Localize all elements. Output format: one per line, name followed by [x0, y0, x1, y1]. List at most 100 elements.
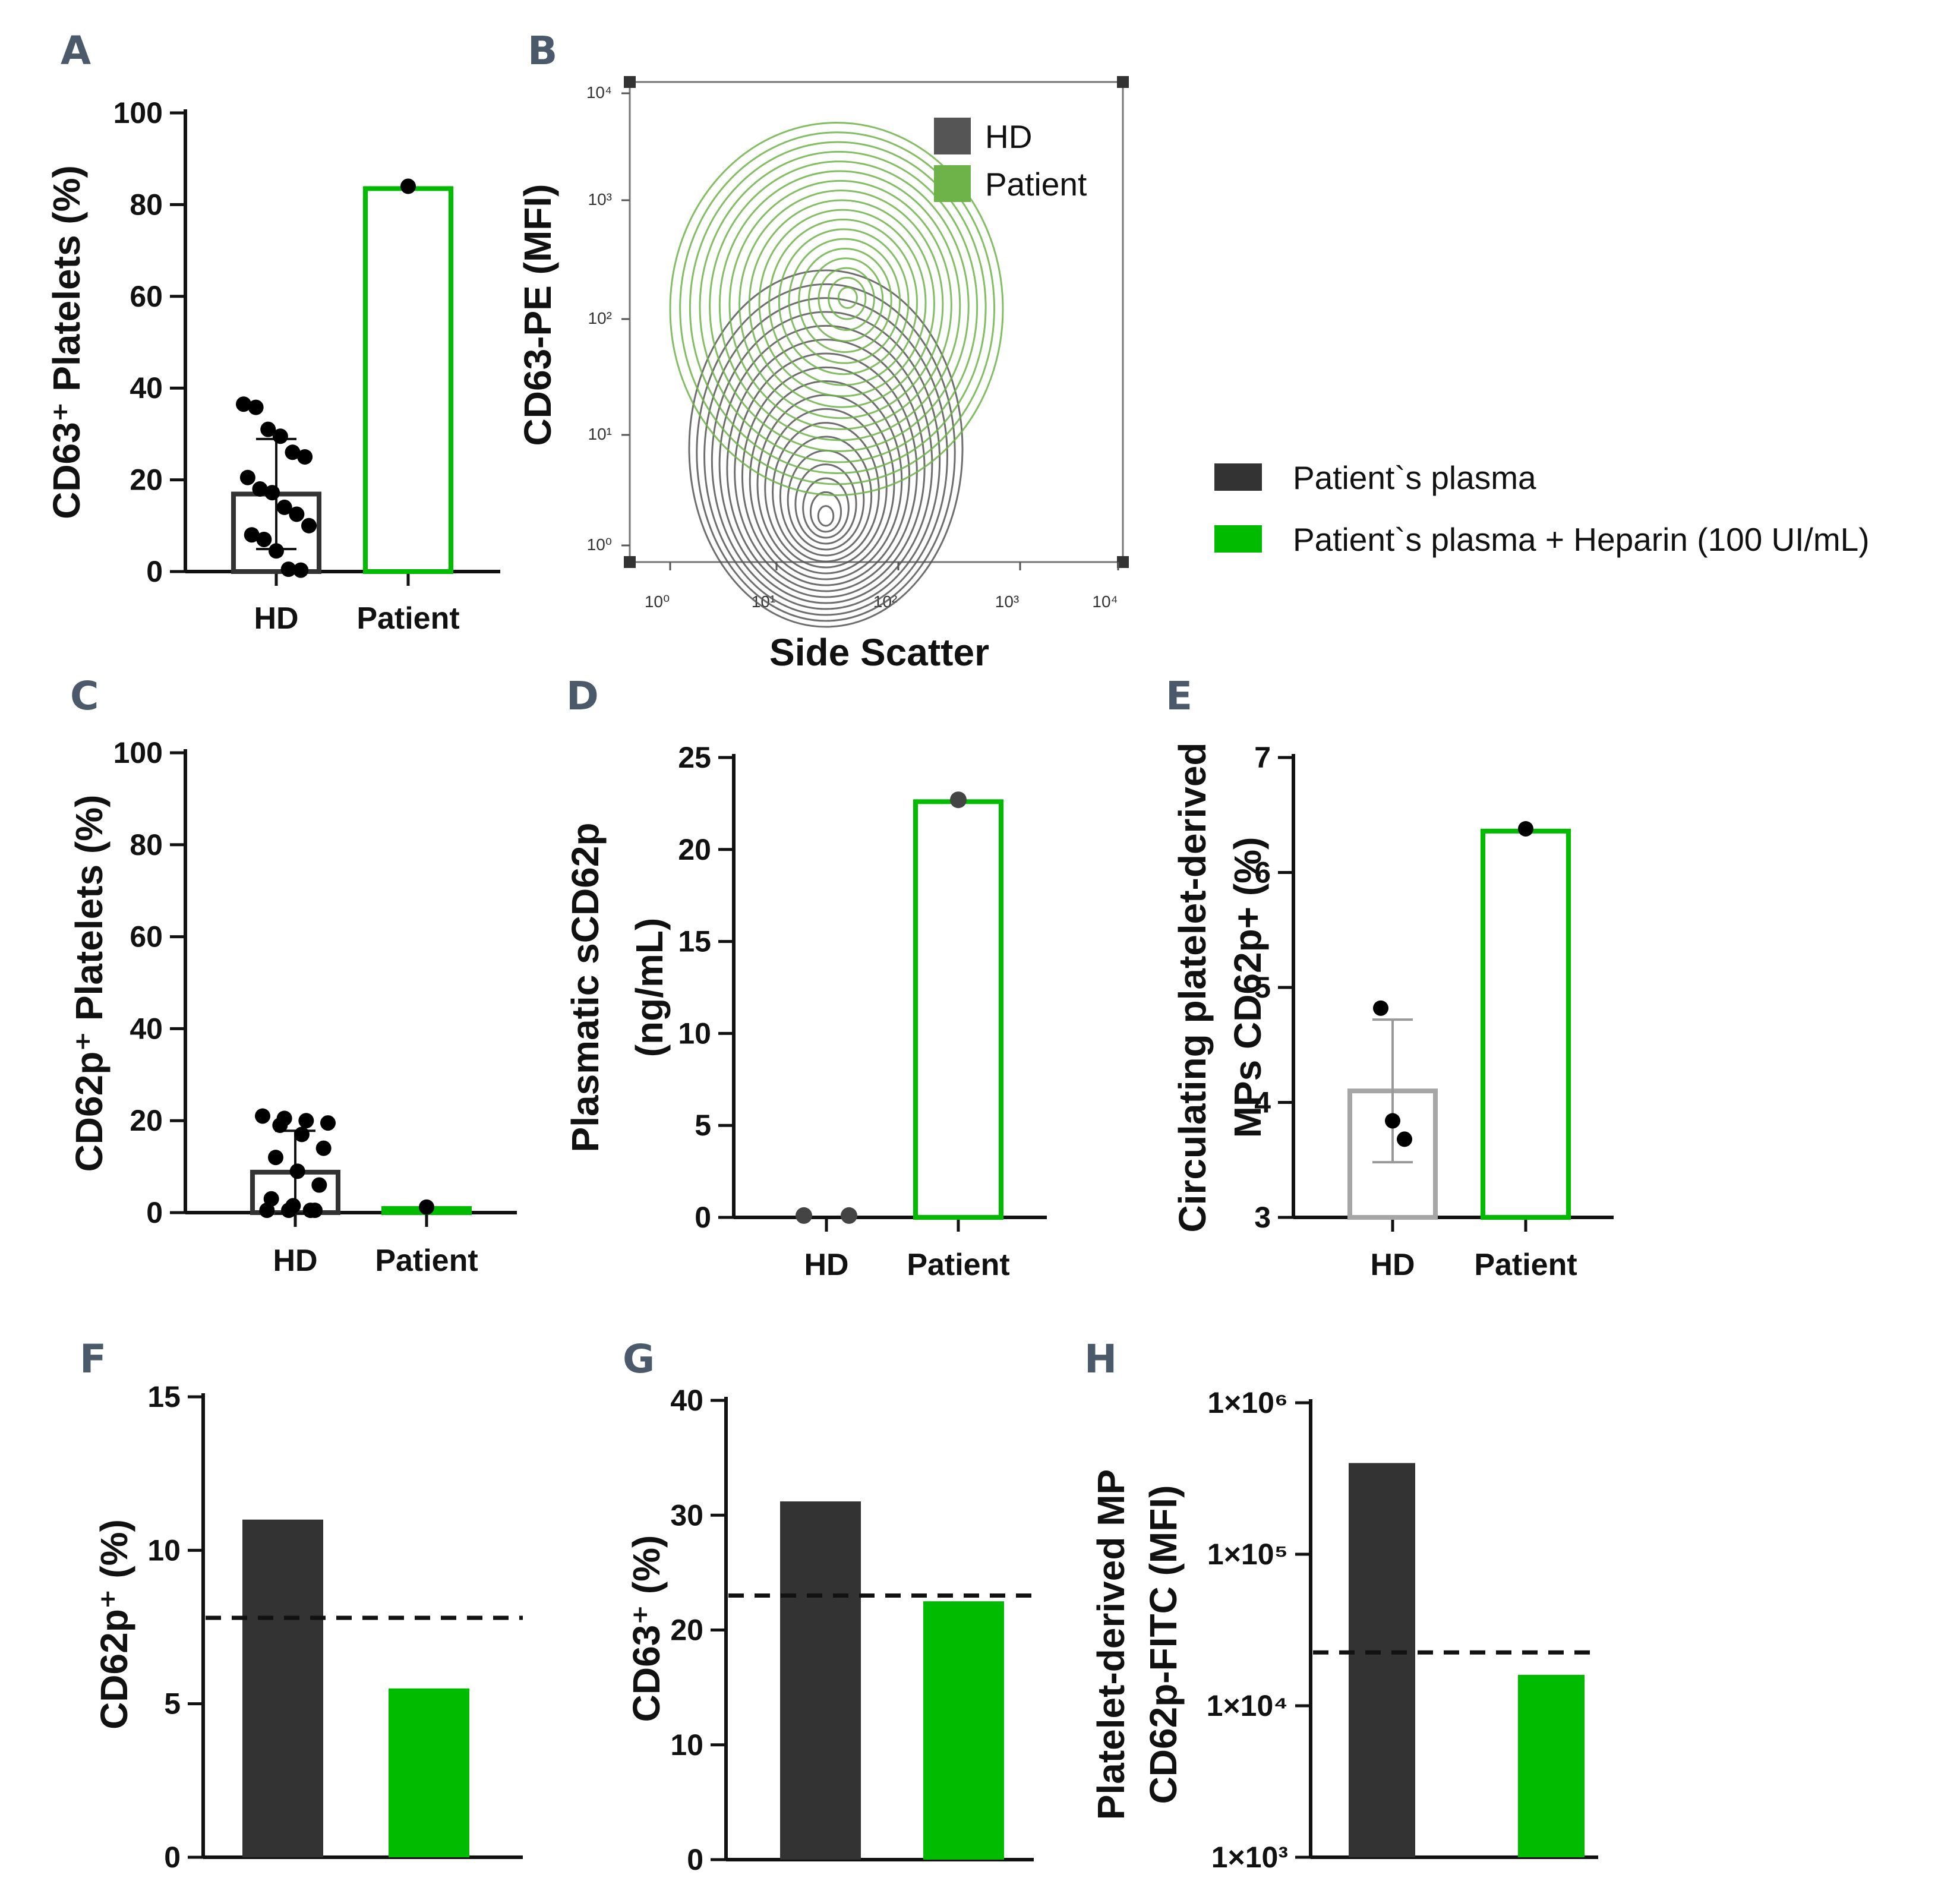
contour-patient — [689, 141, 987, 474]
y-tick-label-d: 15 — [678, 925, 711, 958]
data-point-a-hd — [239, 469, 255, 485]
y-tick-label-a: 100 — [113, 96, 163, 130]
y-tick-label-h: 1×10⁴ — [1207, 1689, 1288, 1722]
data-point-a-hd — [244, 527, 260, 543]
contour-patient — [807, 257, 884, 342]
data-point-c-hd — [298, 1113, 314, 1129]
panel-label-c: C — [70, 673, 99, 719]
contour-hd — [718, 324, 933, 604]
panel-label-h: H — [1084, 1336, 1117, 1382]
frame-corner-handle — [1117, 76, 1129, 88]
legend-label-plasma: Patient`s plasma — [1293, 459, 1536, 496]
contour-hd — [688, 269, 964, 628]
x-tick-label-c-patient: Patient — [375, 1244, 478, 1278]
y-axis-label-e-line2: MPs CD62p+ (%) — [1226, 837, 1269, 1138]
x-axis-label-b: Side Scatter — [769, 631, 989, 674]
contour-hd — [772, 422, 880, 563]
y-tick-label-d: 25 — [678, 741, 711, 774]
contour-patient — [738, 190, 944, 419]
y-tick-label-d: 5 — [695, 1109, 711, 1142]
data-point-a-hd — [236, 396, 251, 412]
data-point-c-hd — [255, 1108, 270, 1124]
y-tick-label-f: 5 — [164, 1687, 181, 1721]
y-tick-label-b: 10⁴ — [586, 83, 612, 102]
y-tick-label-a: 60 — [130, 280, 163, 313]
contour-patient — [768, 219, 919, 386]
bar-a-patient — [363, 186, 453, 574]
contour-patient — [818, 267, 875, 332]
legend-swatch-plasma — [1214, 463, 1262, 491]
y-axis-label-e-line1: Circulating platelet-derived — [1171, 742, 1214, 1232]
data-point-a-hd — [264, 485, 280, 501]
contour-patient — [778, 228, 910, 375]
y-tick-label-g: 20 — [670, 1614, 703, 1647]
y-tick-label-g: 10 — [670, 1728, 703, 1762]
x-tick-label-e-patient: Patient — [1474, 1248, 1577, 1282]
contour-hd — [764, 408, 888, 569]
y-tick-label-h: 1×10⁶ — [1207, 1386, 1288, 1419]
legend-label-plasma-heparin: Patient`s plasma + Heparin (100 UI/mL) — [1293, 521, 1870, 558]
data-point-e-patient — [1518, 820, 1533, 837]
data-point-c-hd — [315, 1140, 332, 1156]
y-axis-label-f: CD62p⁺ (%) — [93, 1519, 135, 1730]
contour-patient — [669, 122, 1004, 496]
data-point-e-hd — [1373, 1000, 1388, 1016]
contour-hd — [703, 297, 948, 616]
contour-hd — [817, 505, 835, 527]
frame-corner-handle — [624, 76, 636, 88]
data-point-a-hd — [285, 444, 301, 460]
contour-patient — [788, 238, 901, 364]
data-point-d-hd — [841, 1207, 857, 1224]
y-axis-label-h-line2: CD62p-FITC (MFI) — [1142, 1485, 1185, 1804]
x-tick-label-a-patient: Patient — [356, 601, 459, 636]
bar-e-patient — [1481, 828, 1571, 1220]
y-tick-label-a: 20 — [130, 463, 163, 497]
panel-label-d: D — [566, 673, 599, 719]
data-point-c-hd — [302, 1203, 318, 1219]
contour-hd — [711, 311, 941, 610]
data-point-a-hd — [248, 399, 264, 415]
y-tick-label-d: 20 — [678, 833, 711, 866]
y-tick-label-b: 10¹ — [588, 425, 612, 443]
y-tick-label-c: 100 — [113, 736, 163, 769]
x-tick-label-d-hd: HD — [804, 1248, 848, 1282]
y-tick-label-c: 20 — [130, 1104, 163, 1137]
bar-h-plasma-heparin — [1518, 1674, 1585, 1857]
panel-label-b: B — [528, 28, 557, 74]
data-point-a-hd — [280, 561, 296, 577]
data-point-a-hd — [260, 421, 276, 437]
y-axis-label-h-line1: Platelet-derived MP — [1090, 1469, 1132, 1820]
y-tick-label-c: 0 — [146, 1196, 163, 1229]
data-point-a-hd — [289, 506, 305, 522]
contour-patient — [748, 199, 935, 408]
data-point-e-hd — [1397, 1131, 1412, 1147]
legend-swatch-plasma-heparin — [1214, 525, 1262, 553]
y-axis-label-d-line1: Plasmatic sCD62p — [564, 823, 607, 1153]
data-point-a-hd — [276, 499, 292, 515]
bar-g-plasma-heparin — [923, 1601, 1004, 1860]
y-tick-label-e: 3 — [1254, 1201, 1271, 1234]
contour-hd — [809, 491, 842, 533]
contour-patient — [728, 179, 952, 430]
x-tick-label-b: 10³ — [995, 592, 1019, 611]
legend-label-b-patient: Patient — [985, 166, 1087, 203]
contour-patient — [798, 247, 892, 354]
data-point-a-hd — [252, 481, 268, 497]
bar-f-plasma — [242, 1519, 323, 1857]
y-tick-label-a: 80 — [130, 188, 163, 221]
data-point-c-hd — [311, 1177, 327, 1193]
legend-swatch-b-patient — [934, 165, 971, 202]
x-tick-label-b: 10⁴ — [1092, 592, 1118, 611]
contour-hd — [696, 283, 956, 622]
y-tick-label-f: 15 — [147, 1380, 181, 1413]
panel-label-a: A — [61, 28, 91, 74]
data-point-c-hd — [294, 1126, 310, 1143]
data-point-d-patient — [950, 791, 967, 809]
y-tick-label-c: 80 — [130, 828, 163, 861]
y-tick-label-c: 60 — [130, 920, 163, 954]
panel-label-e: E — [1166, 673, 1192, 719]
y-tick-label-a: 0 — [146, 555, 163, 588]
data-point-a-patient — [400, 178, 416, 194]
contour-hd — [726, 339, 926, 598]
